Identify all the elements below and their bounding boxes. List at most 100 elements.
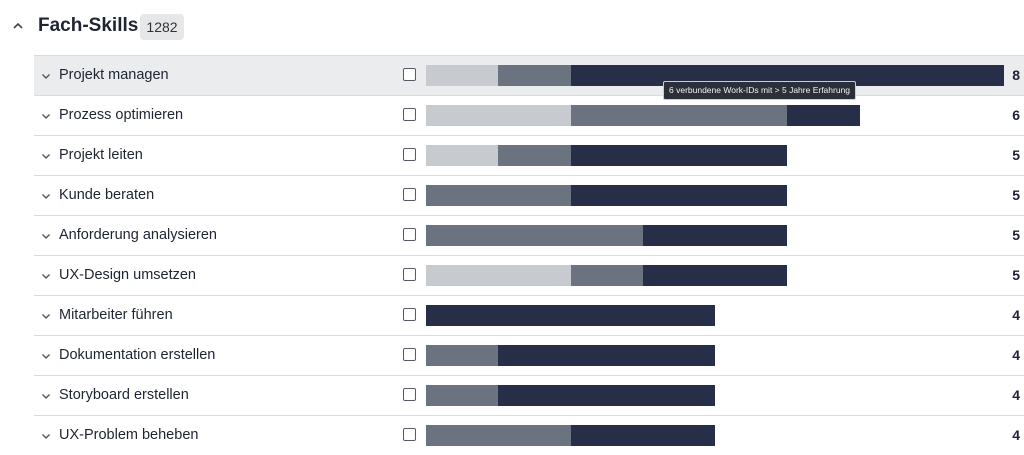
bar-segment-mid[interactable]	[570, 105, 788, 126]
bar-segment-dark[interactable]	[570, 145, 788, 166]
skill-label: Kunde beraten	[59, 187, 155, 203]
skill-count: 4	[1012, 387, 1020, 403]
bar-segment-mid[interactable]	[426, 225, 643, 246]
skill-row[interactable]: Dokumentation erstellen 4	[34, 335, 1024, 375]
expand-row-button[interactable]	[40, 69, 52, 81]
skill-checkbox[interactable]	[403, 268, 416, 281]
chevron-down-icon	[42, 274, 50, 279]
bar-segment-dark[interactable]	[498, 385, 716, 406]
chevron-down-icon	[42, 314, 50, 319]
skill-count: 4	[1012, 307, 1020, 323]
expand-row-button[interactable]	[40, 309, 52, 321]
chevron-down-icon	[42, 74, 50, 79]
bar-tooltip: 6 verbundene Work-IDs mit > 5 Jahre Erfa…	[663, 81, 857, 100]
bar-segment-mid[interactable]	[498, 65, 571, 86]
skill-row[interactable]: Prozess optimieren 6	[34, 95, 1024, 135]
skill-count: 5	[1012, 267, 1020, 283]
skill-label: Projekt managen	[59, 67, 169, 83]
bar-segment-dark[interactable]	[642, 265, 788, 286]
experience-bar[interactable]	[426, 145, 788, 166]
expand-row-button[interactable]	[40, 109, 52, 121]
expand-row-button[interactable]	[40, 189, 52, 201]
skill-count: 5	[1012, 187, 1020, 203]
bar-segment-mid[interactable]	[426, 345, 499, 366]
chevron-down-icon	[42, 194, 50, 199]
section-header: Fach-Skills 1282	[0, 0, 1024, 54]
expand-row-button[interactable]	[40, 149, 52, 161]
section-title: Fach-Skills	[38, 15, 139, 36]
expand-row-button[interactable]	[40, 389, 52, 401]
experience-bar[interactable]	[426, 265, 788, 286]
skill-label: UX-Design umsetzen	[59, 267, 196, 283]
skill-row[interactable]: Anforderung analysieren 5	[34, 215, 1024, 255]
experience-bar[interactable]	[426, 385, 716, 406]
chevron-up-icon	[13, 22, 23, 29]
skill-row[interactable]: UX-Problem beheben 4	[34, 415, 1024, 455]
skill-checkbox[interactable]	[403, 348, 416, 361]
expand-row-button[interactable]	[40, 229, 52, 241]
chevron-down-icon	[42, 354, 50, 359]
expand-row-button[interactable]	[40, 349, 52, 361]
skill-checkbox[interactable]	[403, 188, 416, 201]
experience-bar[interactable]	[426, 425, 716, 446]
bar-segment-dark[interactable]	[787, 105, 860, 126]
skill-label: Dokumentation erstellen	[59, 347, 216, 363]
bar-segment-dark[interactable]	[498, 345, 716, 366]
bar-segment-dark[interactable]	[642, 225, 788, 246]
experience-bar[interactable]	[426, 65, 1005, 86]
bar-segment-dark[interactable]	[426, 305, 716, 326]
skill-label: Storyboard erstellen	[59, 387, 189, 403]
bar-segment-mid[interactable]	[426, 385, 499, 406]
bar-segment-dark[interactable]	[570, 65, 1005, 86]
expand-row-button[interactable]	[40, 269, 52, 281]
bar-segment-mid[interactable]	[570, 265, 643, 286]
skill-checkbox[interactable]	[403, 388, 416, 401]
skill-count: 8	[1012, 67, 1020, 83]
chevron-down-icon	[42, 434, 50, 439]
experience-bar[interactable]	[426, 345, 716, 366]
skill-checkbox[interactable]	[403, 308, 416, 321]
skill-label: Prozess optimieren	[59, 107, 184, 123]
skill-list: Projekt managen 8 Prozess optimieren 6 Proje…	[34, 55, 1024, 455]
experience-bar[interactable]	[426, 185, 788, 206]
chevron-down-icon	[42, 154, 50, 159]
bar-segment-light[interactable]	[426, 65, 499, 86]
skill-row[interactable]: Projekt managen 8	[34, 55, 1024, 95]
skill-row[interactable]: UX-Design umsetzen 5	[34, 255, 1024, 295]
experience-bar[interactable]	[426, 225, 788, 246]
skill-row[interactable]: Kunde beraten 5	[34, 175, 1024, 215]
skill-checkbox[interactable]	[403, 148, 416, 161]
bar-segment-dark[interactable]	[570, 425, 716, 446]
skill-row[interactable]: Mitarbeiter führen 4	[34, 295, 1024, 335]
bar-segment-mid[interactable]	[426, 425, 571, 446]
skill-checkbox[interactable]	[403, 428, 416, 441]
skill-checkbox[interactable]	[403, 68, 416, 81]
skill-row[interactable]: Projekt leiten 5	[34, 135, 1024, 175]
skill-checkbox[interactable]	[403, 228, 416, 241]
bar-segment-light[interactable]	[426, 265, 571, 286]
skill-label: Projekt leiten	[59, 147, 143, 163]
skill-count: 4	[1012, 427, 1020, 443]
skill-count: 4	[1012, 347, 1020, 363]
count-badge: 1282	[140, 14, 184, 40]
bar-segment-light[interactable]	[426, 105, 571, 126]
bar-segment-mid[interactable]	[498, 145, 571, 166]
bar-segment-mid[interactable]	[426, 185, 571, 206]
expand-row-button[interactable]	[40, 429, 52, 441]
bar-segment-light[interactable]	[426, 145, 499, 166]
skill-label: Mitarbeiter führen	[59, 307, 173, 323]
chevron-down-icon	[42, 394, 50, 399]
skill-count: 5	[1012, 147, 1020, 163]
skill-count: 6	[1012, 107, 1020, 123]
skill-count: 5	[1012, 227, 1020, 243]
collapse-section-button[interactable]	[10, 18, 26, 34]
chevron-down-icon	[42, 114, 50, 119]
chevron-down-icon	[42, 234, 50, 239]
skill-checkbox[interactable]	[403, 108, 416, 121]
bar-segment-dark[interactable]	[570, 185, 788, 206]
skill-label: UX-Problem beheben	[59, 427, 199, 443]
skill-label: Anforderung analysieren	[59, 227, 217, 243]
skill-row[interactable]: Storyboard erstellen 4	[34, 375, 1024, 415]
experience-bar[interactable]	[426, 305, 716, 326]
experience-bar[interactable]	[426, 105, 860, 126]
